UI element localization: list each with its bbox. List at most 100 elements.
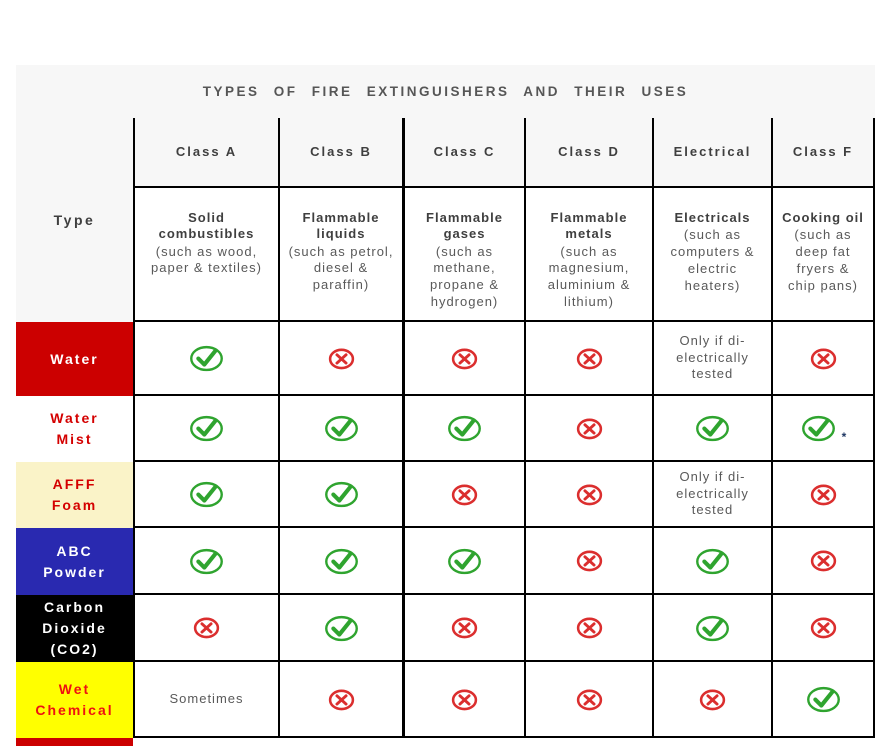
cross-icon [193,617,220,639]
cell-carbon-dioxide-class-a [133,595,278,662]
column-header-class-c: Class C [402,118,524,188]
column-desc-class-a: Solid combustibles (such as wood, paper … [133,188,278,322]
cross-icon [576,550,602,572]
cross-icon [576,617,602,639]
cell-afff-foam-class-f [771,462,875,528]
column-header-electrical: Electrical [652,118,771,188]
check-icon [806,686,840,713]
desc-detail: (such as wood, paper & textiles) [151,243,262,276]
cell-abc-powder-class-f [771,528,875,595]
check-icon [190,481,223,508]
check-icon [801,415,835,442]
column-desc-class-c: Flammable gases (such as methane, propan… [402,188,524,322]
check-icon [190,415,223,442]
check-icon [696,415,729,442]
cell-water-class-a [133,322,278,396]
cell-carbon-dioxide-class-c [402,595,524,662]
cross-icon [810,484,836,505]
cell-afff-foam-electrical: Only if di-electrically tested [652,462,771,528]
check-icon [324,615,358,641]
cross-icon [451,689,478,710]
cell-water-class-f [771,322,875,396]
cross-icon [699,689,726,710]
cell-abc-powder-class-c [402,528,524,595]
desc-detail: (such as computers & electric heaters) [670,227,755,293]
row-label-wet-chemical: Wet Chemical [16,662,133,738]
cell-abc-powder-class-b [278,528,402,595]
cross-icon [451,484,478,505]
bottom-red-strip [16,738,133,746]
cell-carbon-dioxide-class-d [524,595,652,662]
row-label-afff-foam: AFFF Foam [16,462,133,528]
column-header-class-f: Class F [771,118,875,188]
cell-afff-foam-class-b [278,462,402,528]
asterisk-note: * [841,430,847,444]
desc-detail: (such as deep fat fryers & chip pans) [788,227,858,293]
cell-water-class-b [278,322,402,396]
cell-carbon-dioxide-class-f [771,595,875,662]
row-label-water-mist: Water Mist [16,396,133,462]
cross-icon [810,550,836,572]
cell-abc-powder-class-a [133,528,278,595]
column-header-class-b: Class B [278,118,402,188]
extinguisher-table: TYPES OF FIRE EXTINGUISHERS AND THEIR US… [16,65,875,738]
type-column-header: Type [53,212,96,228]
desc-bold: Flammable metals [550,210,628,242]
check-icon [324,548,358,574]
desc-bold: Electricals [674,210,751,225]
cross-icon [451,617,478,639]
cell-water-mist-class-a [133,396,278,462]
cell-wet-chemical-class-a: Sometimes [133,662,278,738]
desc-bold: Flammable gases [426,210,503,242]
row-label-carbon-dioxide: Carbon Dioxide (CO2) [16,595,133,662]
cell-abc-powder-electrical [652,528,771,595]
cell-water-mist-class-f: * [771,396,875,462]
desc-detail: (such as magnesium, aluminium & lithium) [547,243,631,310]
cell-wet-chemical-electrical [652,662,771,738]
cell-water-mist-class-c [402,396,524,462]
cross-icon [576,418,602,439]
cross-icon [810,617,836,639]
cross-icon [328,348,354,369]
cell-wet-chemical-class-c [402,662,524,738]
cross-icon [576,484,602,505]
check-icon [324,481,358,508]
column-desc-class-d: Flammable metals (such as magnesium, alu… [524,188,652,322]
cell-afff-foam-class-c [402,462,524,528]
cross-icon [451,348,478,369]
desc-bold: Flammable liquids [302,210,380,242]
cross-icon [810,348,836,369]
cross-icon [576,348,602,369]
cell-water-mist-class-d [524,396,652,462]
cell-water-mist-class-b [278,396,402,462]
column-header-class-a: Class A [133,118,278,188]
check-icon [190,345,223,372]
page-title: TYPES OF FIRE EXTINGUISHERS AND THEIR US… [202,84,689,99]
cell-carbon-dioxide-class-b [278,595,402,662]
check-icon [448,415,481,442]
cell-water-electrical: Only if di-electrically tested [652,322,771,396]
cell-water-mist-electrical [652,396,771,462]
cell-wet-chemical-class-d [524,662,652,738]
cell-water-class-c [402,322,524,396]
column-desc-class-b: Flammable liquids (such as petrol, diese… [278,188,402,322]
check-icon [324,415,358,442]
desc-detail: (such as methane, propane & hydrogen) [430,243,499,310]
check-icon [190,548,223,574]
cell-wet-chemical-class-b [278,662,402,738]
column-desc-electrical: Electricals (such as computers & electri… [652,188,771,322]
column-desc-class-f: Cooking oil (such as deep fat fryers & c… [771,188,875,322]
cell-abc-powder-class-d [524,528,652,595]
column-header-class-d: Class D [524,118,652,188]
check-icon [696,548,729,574]
desc-detail: (such as petrol, diesel & paraffin) [288,243,394,293]
cell-afff-foam-class-a [133,462,278,528]
cell-water-class-d [524,322,652,396]
check-icon [696,615,729,641]
row-label-water: Water [16,322,133,396]
cross-icon [576,689,602,710]
cell-carbon-dioxide-electrical [652,595,771,662]
cell-afff-foam-class-d [524,462,652,528]
check-icon [448,548,481,574]
row-label-abc-powder: ABC Powder [16,528,133,595]
